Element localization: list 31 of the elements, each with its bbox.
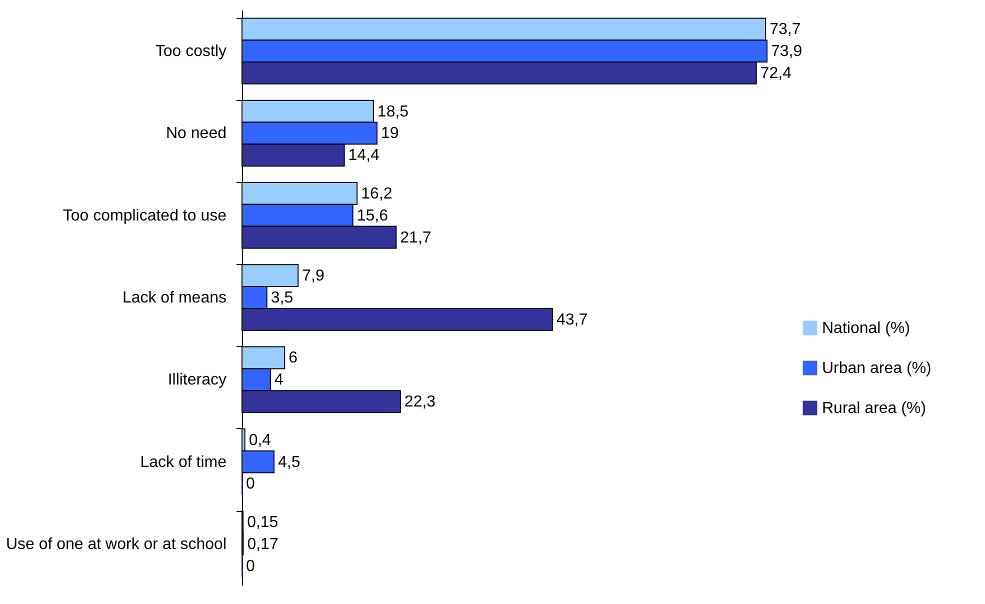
- data-label: 18,5: [377, 103, 409, 120]
- data-label: 4: [274, 372, 284, 389]
- legend-label: Urban area (%): [822, 360, 932, 377]
- legend-label: National (%): [822, 320, 910, 337]
- data-label: 0,17: [247, 536, 278, 553]
- data-label: 72,4: [760, 64, 792, 82]
- data-label: 19: [380, 125, 399, 142]
- y-tick-label: Lack of time: [140, 454, 227, 471]
- data-label: 7,9: [302, 268, 324, 285]
- data-label: 21,7: [400, 229, 432, 246]
- data-label: 0: [246, 558, 255, 575]
- y-tick-label: Illiteracy: [168, 372, 226, 389]
- data-label: 73,7: [770, 21, 801, 38]
- data-label: 73,9: [771, 43, 802, 60]
- data-label: 0,4: [248, 432, 272, 449]
- data-label: 43,7: [556, 311, 588, 328]
- data-label: 14,4: [348, 147, 380, 164]
- data-label: 6: [288, 350, 298, 367]
- data-label: 0: [246, 476, 255, 493]
- data-label: 3,5: [270, 290, 294, 306]
- data-label: 4,5: [278, 454, 300, 471]
- y-tick-label: No need: [166, 125, 226, 142]
- y-tick-label: Too costly: [155, 43, 226, 60]
- data-label: 16,2: [361, 185, 392, 202]
- y-tick-label: Too complicated to use: [62, 207, 227, 224]
- data-label: 22,3: [404, 394, 436, 411]
- data-label: 15,6: [356, 207, 388, 224]
- data-label: 0,15: [247, 514, 278, 532]
- legend-label: Rural area (%): [822, 400, 926, 417]
- y-tick-label: Lack of means: [122, 290, 226, 306]
- y-tick-label: Use of one at work or at school: [6, 536, 226, 553]
